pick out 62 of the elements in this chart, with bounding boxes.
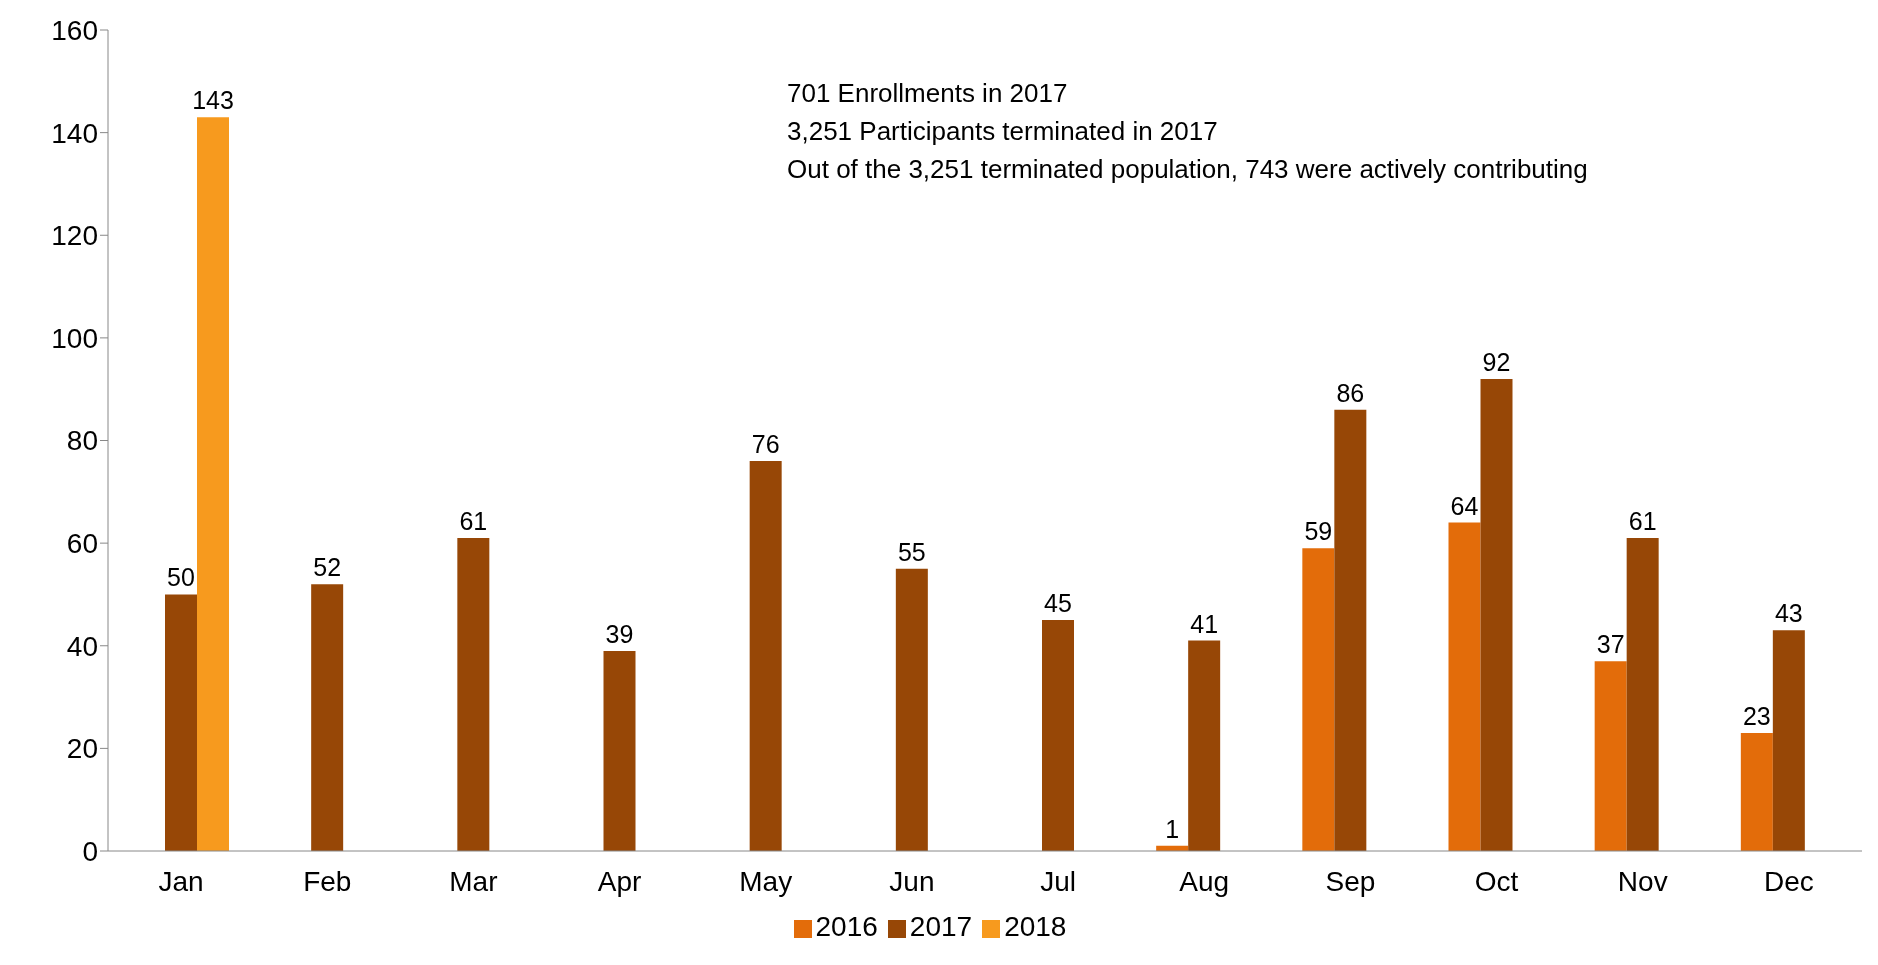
x-tick-label: Apr: [597, 865, 642, 897]
data-label: 61: [459, 506, 488, 535]
bar: [895, 568, 928, 851]
data-label: 43: [1774, 599, 1803, 628]
data-label: 64: [1450, 491, 1479, 520]
y-tick-label: 40: [66, 630, 98, 662]
bar: [197, 117, 229, 851]
bar: [1448, 522, 1481, 851]
bar: [1480, 378, 1513, 851]
data-label: 59: [1304, 517, 1333, 546]
data-label: 86: [1336, 378, 1365, 407]
bar: [1626, 537, 1659, 851]
legend-label: 2018: [1004, 911, 1067, 942]
data-label: 61: [1628, 506, 1657, 535]
y-tick-label: 100: [51, 322, 98, 354]
y-tick-label: 60: [66, 528, 98, 560]
x-tick-label: Mar: [449, 865, 498, 897]
data-label: 37: [1596, 630, 1625, 659]
x-tick-label: Dec: [1764, 865, 1814, 897]
x-tick-label: Aug: [1179, 865, 1230, 897]
x-tick-label: Feb: [303, 865, 352, 897]
x-tick-label: Jun: [889, 865, 935, 897]
data-label: 143: [192, 86, 234, 115]
x-tick-label: Jul: [1040, 865, 1076, 897]
data-label: 76: [751, 430, 780, 459]
bar: [1740, 732, 1773, 851]
data-label: 41: [1190, 609, 1219, 638]
data-label: 52: [313, 553, 342, 582]
y-tick-label: 120: [51, 220, 98, 252]
bar: [1772, 630, 1805, 851]
bar: [1042, 620, 1074, 851]
annotation: 3,251 Participants terminated in 2017: [787, 115, 1219, 148]
bar: [603, 650, 636, 851]
data-label: 92: [1482, 347, 1511, 376]
x-tick-label: Jan: [158, 865, 204, 897]
bar: [749, 461, 782, 851]
legend-label: 2016: [815, 911, 878, 942]
legend-label: 2017: [909, 911, 973, 942]
bar: [1302, 548, 1335, 851]
annotation: Out of the 3,251 terminated population, 743 were actively contributing: [787, 153, 1588, 186]
bar: [1594, 661, 1627, 851]
data-label: 1: [1165, 814, 1180, 843]
bar: [311, 584, 344, 851]
bar: [165, 594, 197, 851]
data-label: 50: [167, 563, 195, 592]
y-tick-label: 140: [51, 117, 98, 149]
x-tick-label: Sep: [1325, 865, 1376, 897]
data-label: 23: [1742, 701, 1771, 730]
y-tick-label: 20: [66, 733, 98, 765]
x-tick-label: Nov: [1617, 865, 1668, 897]
annotation: 701 Enrollments in 2017: [787, 77, 1069, 110]
data-label: 55: [897, 537, 926, 566]
y-tick-label: 80: [66, 425, 98, 457]
bar: [1334, 409, 1367, 851]
data-label: 45: [1044, 589, 1072, 618]
y-tick-label: 160: [51, 14, 98, 46]
data-label: 39: [605, 619, 634, 648]
bar: [1188, 640, 1221, 851]
x-tick-label: May: [739, 865, 793, 897]
x-tick-label: Oct: [1474, 865, 1519, 897]
y-tick-label: 0: [82, 835, 98, 867]
bar: [457, 537, 490, 851]
